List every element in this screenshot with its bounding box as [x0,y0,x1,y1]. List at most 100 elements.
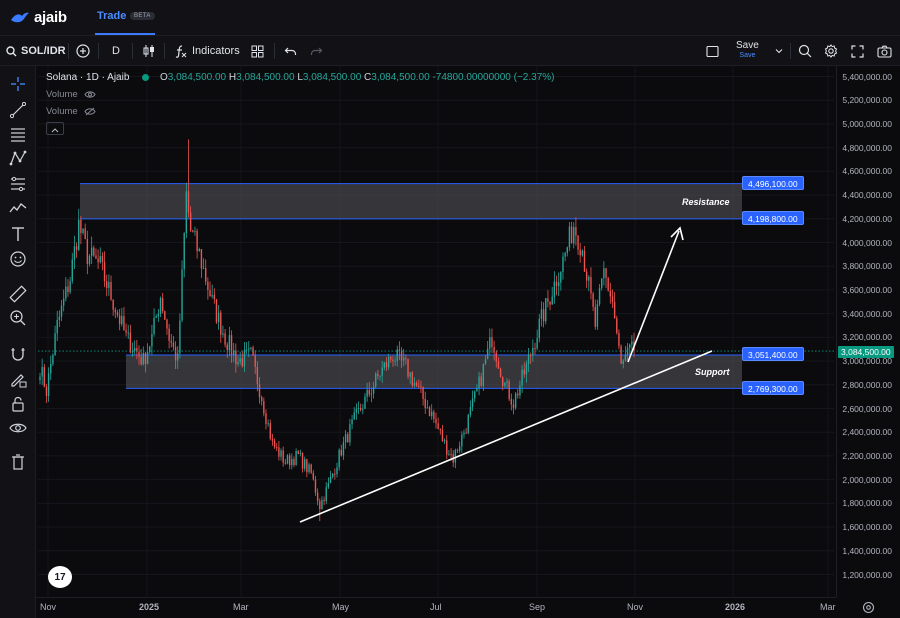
chart-toolbar: SOL/IDR D Indicators Save Save [0,36,900,66]
forecast-icon[interactable] [8,174,28,194]
candle-body [618,332,620,347]
candle-body [351,419,353,425]
candle-body [71,259,73,282]
axis-settings-icon[interactable] [862,601,875,614]
layout-button[interactable] [706,36,719,66]
nav-tab-trade[interactable]: Trade [97,10,127,22]
candle-body [149,346,151,352]
fullscreen-button[interactable] [851,36,864,66]
ruler-icon[interactable] [8,284,28,304]
candle-body [123,316,125,331]
candle-body [435,419,437,424]
interval-button[interactable]: D [112,36,120,66]
resistance-low-price-label[interactable]: 4,198,800.00 [742,211,804,225]
candle-body [588,276,590,281]
uptrend-line[interactable] [299,350,713,523]
brand-logo[interactable]: ajaib [10,9,67,26]
redo-button[interactable] [310,36,323,66]
lock-drawing-icon[interactable] [8,369,28,389]
resistance-zone[interactable] [80,183,742,219]
templates-button[interactable] [251,36,264,66]
search-spark-icon [798,44,812,58]
compare-button[interactable] [76,36,90,66]
candle-body [430,411,433,417]
candle-body [258,384,261,398]
high-value: 3,084,500.00 [236,72,295,83]
screenshot-button[interactable] [877,36,892,66]
tradingview-logo[interactable]: 17 [48,566,72,588]
trend-line-icon[interactable] [8,100,28,120]
candle-body [626,347,629,355]
volume-indicator-1[interactable]: Volume [46,89,96,100]
candle-body [338,449,340,468]
price-axis[interactable]: 5,400,000.00 5,200,000.00 5,000,000.00 4,80… [836,66,900,597]
eye-off-icon[interactable] [84,107,96,116]
time-tick-label: Sep [529,602,546,612]
price-tick-label: 1,400,000.00 [842,545,892,556]
chart-type-button[interactable] [142,36,156,66]
candle-body [183,233,185,270]
candle-body [164,311,166,320]
active-tab-indicator [95,33,155,35]
candle-body [456,449,459,451]
time-tick-label: 2026 [725,602,746,612]
candle-body [579,249,581,256]
volume-indicator-2[interactable]: Volume [46,106,96,117]
magnet-icon[interactable] [8,344,28,364]
candle-body [189,212,192,231]
crosshair-icon[interactable] [8,74,28,94]
interval-label: D [112,45,120,57]
candle-body [486,348,489,360]
candle-body [45,386,48,396]
candle-body [471,398,474,408]
resistance-high-price-label[interactable]: 4,496,100.00 [742,176,804,190]
candle-body [50,363,52,374]
zoom-in-icon[interactable] [8,308,28,328]
support-low-price-label[interactable]: 2,769,300.00 [742,381,804,395]
candle-body [93,247,95,256]
pattern-icon[interactable] [8,148,28,168]
price-tick-label: 4,000,000.00 [842,237,892,248]
candle-body [207,281,209,290]
save-button[interactable]: Save Save [736,40,759,60]
horizontal-lines-icon[interactable] [8,124,28,144]
candle-body [570,226,573,244]
settings-button[interactable] [824,36,838,66]
price-tick-label: 4,200,000.00 [842,213,892,224]
candle-body [357,408,360,410]
time-axis[interactable]: Nov 2025 Mar May Jul Sep Nov 2026 Mar [36,597,836,618]
projection-arrow[interactable] [627,230,680,363]
candle-body [422,386,424,399]
support-high-price-label[interactable]: 3,051,400.00 [742,347,804,361]
candle-body [142,353,145,365]
candle-body [168,328,170,341]
tv-logo-glyph: 17 [54,571,66,583]
resistance-label: Resistance [682,197,730,207]
save-dropdown-button[interactable] [775,36,783,66]
candle-body [101,256,104,263]
undo-button[interactable] [284,36,297,66]
candle-body [217,312,220,323]
support-zone[interactable] [126,354,742,389]
candle-body [407,358,409,377]
text-icon[interactable] [8,224,28,244]
candle-body [299,452,302,454]
candle-body [590,276,592,294]
candle-body [323,499,325,502]
trash-icon[interactable] [8,452,28,472]
candle-body [308,464,310,473]
symbol-search[interactable]: SOL/IDR [6,36,66,66]
legend-collapse-button[interactable] [46,122,64,135]
brush-icon[interactable] [8,198,28,218]
candle-body [420,385,422,387]
lock-icon[interactable] [8,394,28,414]
quick-search-button[interactable] [798,36,812,66]
emoji-icon[interactable] [8,249,28,269]
candle-body [557,282,560,287]
candle-body [428,407,431,417]
eye-icon[interactable] [84,90,96,99]
indicators-button[interactable]: Indicators [174,36,240,66]
candle-body [529,354,532,356]
eye-icon[interactable] [8,418,28,438]
